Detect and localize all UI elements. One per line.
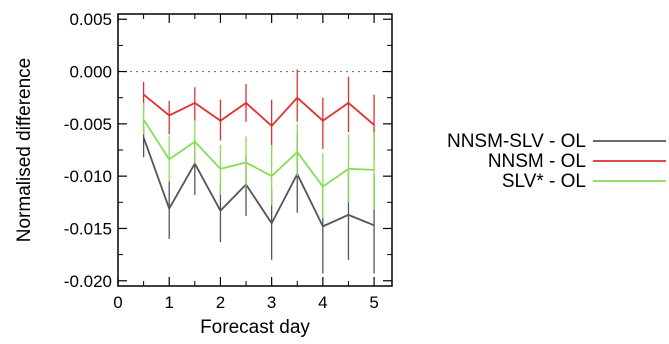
series-0 — [142, 125, 375, 274]
y-tick-label: -0.020 — [64, 272, 112, 291]
series-line — [143, 93, 375, 127]
x-tick-label: 1 — [164, 293, 173, 312]
x-tick-label: 2 — [216, 293, 225, 312]
legend-label: SLV* - OL — [502, 171, 586, 192]
legend-label: NNSM-SLV - OL — [447, 131, 586, 152]
x-tick-label: 3 — [267, 293, 276, 312]
plot-frame — [117, 13, 393, 287]
series-line — [142, 137, 375, 228]
x-tick-label: 5 — [369, 293, 378, 312]
legend-label: NNSM - OL — [488, 151, 586, 172]
y-axis-title: Normalised difference — [14, 58, 35, 242]
y-tick-label: 0.005 — [69, 10, 112, 29]
series-layer — [142, 69, 375, 274]
x-tick-label: 0 — [113, 293, 122, 312]
y-tick-label: -0.010 — [64, 167, 112, 186]
x-tick-label: 4 — [318, 293, 327, 312]
y-tick-label: -0.005 — [64, 115, 112, 134]
y-tick-label: -0.015 — [64, 219, 112, 238]
x-axis-title: Forecast day — [200, 317, 310, 338]
series-2 — [142, 102, 375, 218]
y-tick-label: 0.000 — [69, 63, 112, 82]
series-line — [142, 119, 375, 188]
series-1 — [142, 69, 375, 161]
